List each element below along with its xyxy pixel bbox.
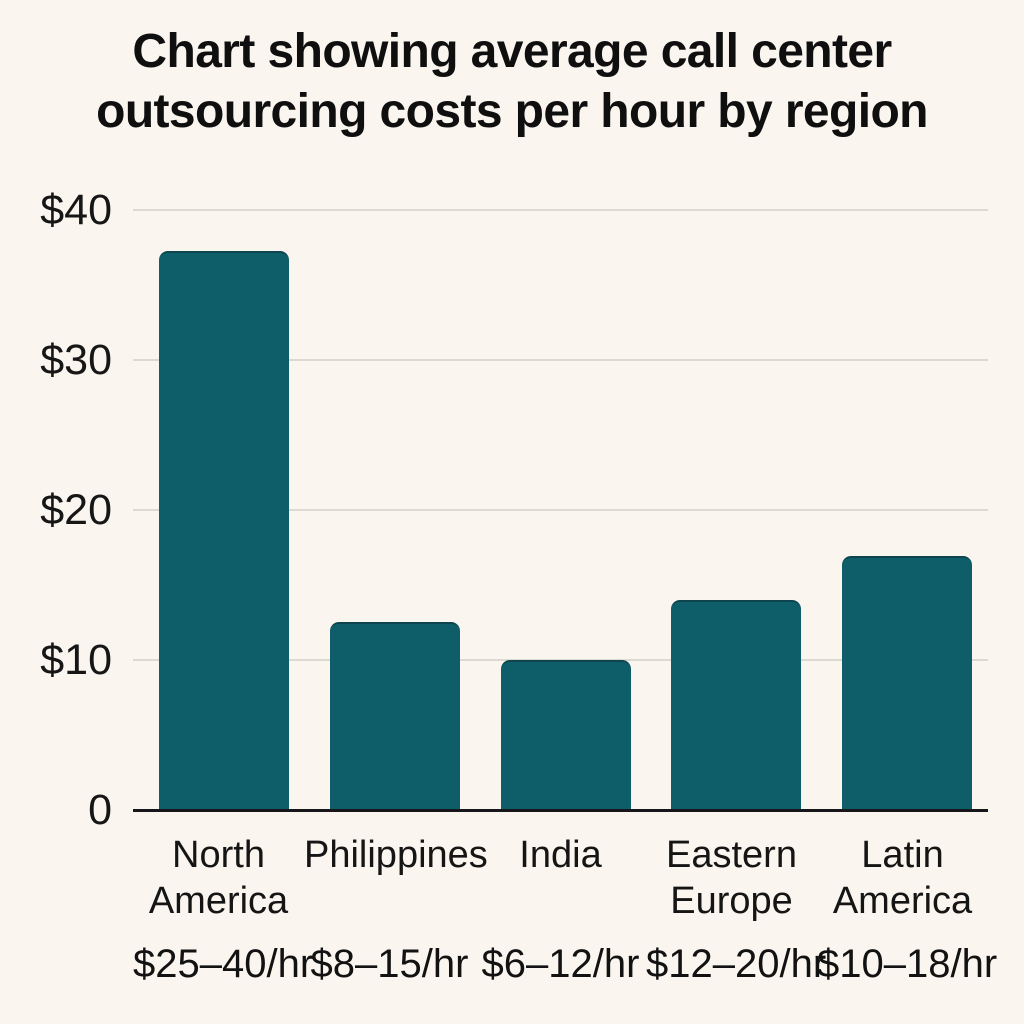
chart-title: Chart showing average call center outsou… — [96, 25, 928, 138]
gridline-30 — [133, 359, 988, 361]
bar-latin-america — [842, 556, 972, 810]
category-label: Philippines — [304, 834, 488, 876]
rate-range-label: $8–15/hr — [310, 942, 469, 986]
gridline-40 — [133, 209, 988, 211]
y-tick-label: $20 — [40, 486, 112, 534]
category-label: Latin America — [832, 834, 973, 922]
x-label-cell: Latin America $10–18/hr — [817, 832, 998, 988]
bar-india — [500, 660, 631, 810]
plot-area — [133, 209, 988, 812]
rate-range-label: $25–40/hr — [133, 942, 314, 986]
y-tick-label: $30 — [40, 336, 112, 384]
x-axis-line — [133, 809, 988, 812]
y-tick-label: $40 — [40, 186, 112, 234]
bar-series — [133, 210, 988, 810]
bar-north-america — [159, 251, 289, 810]
y-tick-label: $10 — [40, 636, 112, 684]
x-label-cell: Eastern Europe $12–20/hr — [646, 832, 827, 988]
rate-range-label: $10–18/hr — [817, 942, 998, 986]
x-label-cell: India $6–12/hr — [475, 832, 646, 988]
gridline-20 — [133, 509, 988, 511]
bar-eastern-europe — [671, 600, 802, 810]
category-label: India — [519, 834, 602, 876]
rate-range-label: $6–12/hr — [481, 942, 640, 986]
category-label: Eastern Europe — [666, 834, 797, 922]
x-axis-labels: North America $25–40/hr Philippines $8–15/h… — [133, 832, 998, 988]
x-label-cell: North America $25–40/hr — [133, 832, 314, 988]
category-label: North America — [148, 834, 289, 922]
y-tick-label: 0 — [88, 786, 112, 834]
x-label-cell: Philippines $8–15/hr — [304, 832, 488, 988]
rate-range-label: $12–20/hr — [646, 942, 827, 986]
bar-philippines — [329, 622, 460, 810]
